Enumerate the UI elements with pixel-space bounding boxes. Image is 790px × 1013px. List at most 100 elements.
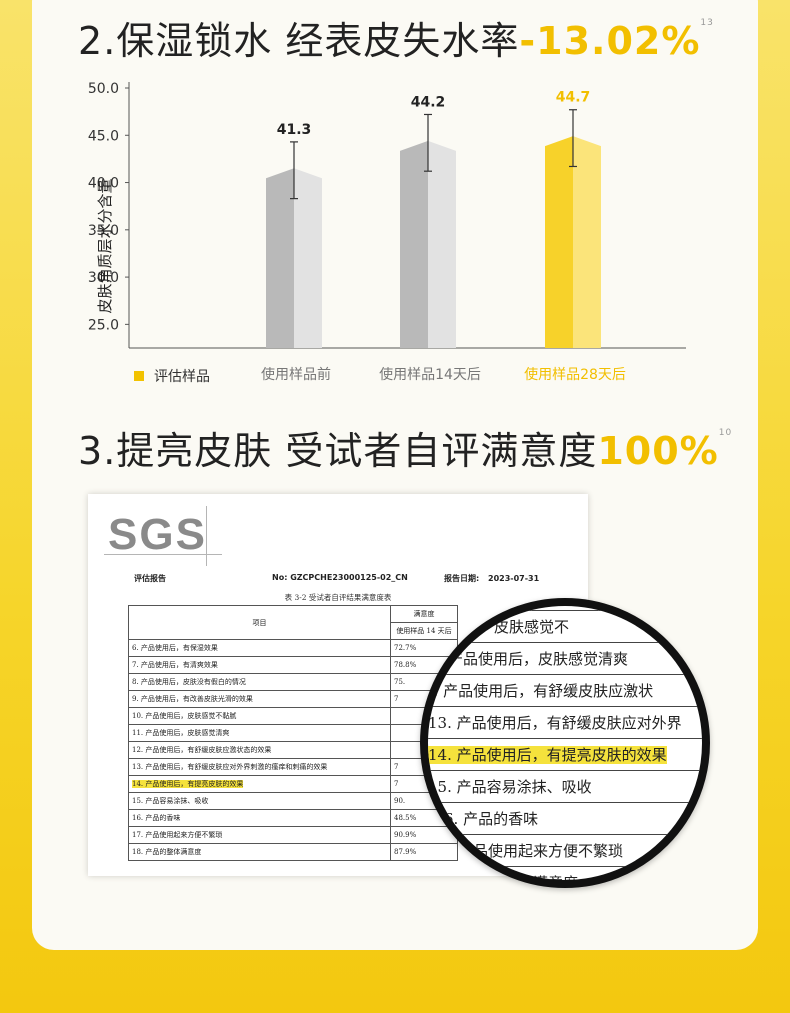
table-row: 9. 产品使用后，有改善皮肤光滑的效果 7 <box>128 690 458 708</box>
satisfaction-table: 项目 满意度 使用样品 14 天后 6. 产品使用后，有保湿效果 72.7% 7. … <box>128 605 458 861</box>
table-cell-item-text: 17. 产品使用起来方便不繁琐 <box>132 831 223 839</box>
magnifier-row-text: 产品使用起来方便不繁琐 <box>458 842 624 860</box>
y-tick-label: 45.0 <box>88 128 119 144</box>
magnifier-row: 13. 产品使用后，有舒缓皮肤应对外界 <box>428 706 702 738</box>
table-row: 11. 产品使用后，皮肤感觉清爽 <box>128 724 458 742</box>
report-date-value: 2023-07-31 <box>488 574 540 583</box>
y-tick-label: 25.0 <box>88 317 119 333</box>
table-cell-item: 7. 产品使用后，有清爽效果 <box>128 656 391 674</box>
report-number: No: GZCPCHE23000125-02_CN <box>272 573 408 582</box>
report-no-value: GZCPCHE23000125-02_CN <box>290 573 408 582</box>
table-cell-item: 16. 产品的香味 <box>128 809 391 827</box>
magnifier-row-text: 2. 产品使用后，有舒缓皮肤应激状 <box>424 682 654 700</box>
table-cell-item-text: 8. 产品使用后，皮肤没有假白的情况 <box>132 678 246 686</box>
magnifier-row: 产品使用起来方便不繁琐 <box>428 834 702 866</box>
magnifier-row: 6. 产品的香味 <box>428 802 702 834</box>
magnifier-row-text: 产品使用后，皮肤感觉清爽 <box>448 650 629 668</box>
table-row: 13. 产品使用后，有舒缓皮肤应对外界刺激的瘙痒和刺痛的效果 7 <box>128 758 458 776</box>
bar-left-face <box>266 168 294 348</box>
magnifier-row-text: 产品使用后，皮肤感觉不 <box>420 618 570 636</box>
table-cell-item: 8. 产品使用后，皮肤没有假白的情况 <box>128 673 391 691</box>
table-cell-item: 18. 产品的整体满意度 <box>128 843 391 861</box>
magnifier-row-text: 14. 产品使用后，有提亮皮肤的效果 <box>428 746 667 764</box>
logo-vertical-line <box>206 506 207 566</box>
y-tick-label: 35.0 <box>88 223 119 239</box>
report-date: 报告日期: 2023-07-31 <box>444 573 539 584</box>
section3-heading: 3.提亮皮肤 受试者自评满意度100%10 <box>78 420 732 475</box>
table-row: 17. 产品使用起来方便不繁琐 90.9% <box>128 826 458 844</box>
report-date-label: 报告日期: <box>444 574 480 583</box>
table-row: 10. 产品使用后，皮肤感觉不黏腻 <box>128 707 458 725</box>
magnifier-row: 14. 产品使用后，有提亮皮肤的效果 <box>428 738 702 770</box>
bar-right-face <box>294 168 322 348</box>
bar-right-face <box>573 136 601 348</box>
magnifier-row: 产品使用后，皮肤感觉清爽 <box>428 642 702 674</box>
y-tick-label: 50.0 <box>88 81 119 97</box>
section3-number: 3 <box>78 429 104 473</box>
table-row: 12. 产品使用后，有舒缓皮肤应激状态的效果 <box>128 741 458 759</box>
table-row: 18. 产品的整体满意度 87.9% <box>128 843 458 861</box>
table-cell-item-text: 15. 产品容易涂抹、吸收 <box>132 797 209 805</box>
table-cell-item-text: 7. 产品使用后，有清爽效果 <box>132 661 218 669</box>
bar-right-face <box>428 140 456 348</box>
sgs-logo: SGS <box>108 510 207 559</box>
magnifier-row-text: 6. 产品的香味 <box>444 810 539 828</box>
table-cell-item: 17. 产品使用起来方便不繁琐 <box>128 826 391 844</box>
table-cell-item-text: 6. 产品使用后，有保湿效果 <box>132 644 218 652</box>
table-cell-item: 6. 产品使用后，有保湿效果 <box>128 639 391 657</box>
section3-ref: 10 <box>718 428 733 438</box>
value-label: 44.2 <box>411 94 446 110</box>
table-cell-item-text: 13. 产品使用后，有舒缓皮肤应对外界刺激的瘙痒和刺痛的效果 <box>132 763 328 771</box>
table-cell-item: 15. 产品容易涂抹、吸收 <box>128 792 391 810</box>
category-label: 使用样品14天后 <box>379 366 481 383</box>
category-label: 使用样品前 <box>261 366 331 383</box>
table-cell-item: 13. 产品使用后，有舒缓皮肤应对外界刺激的瘙痒和刺痛的效果 <box>128 758 391 776</box>
table-cell-item: 10. 产品使用后，皮肤感觉不黏腻 <box>128 707 391 725</box>
magnifier-row-text: 15. 产品容易涂抹、吸收 <box>428 778 592 796</box>
table-cell-item-text: 10. 产品使用后，皮肤感觉不黏腻 <box>132 712 237 720</box>
section3-title: .提亮皮肤 受试者自评满意度 <box>103 429 598 473</box>
section2-heading: 2.保湿锁水 经表皮失水率-13.02%13 <box>78 10 714 65</box>
table-cell-item-text: 14. 产品使用后，有提亮皮肤的效果 <box>132 780 244 788</box>
category-label: 使用样品28天后 <box>524 366 626 383</box>
bar-left-face <box>545 136 573 348</box>
table-cell-value: 87.9% <box>390 843 458 861</box>
table-cell-item-text: 11. 产品使用后，皮肤感觉清爽 <box>132 729 230 737</box>
magnifier: 产品使用后，皮肤感觉不产品使用后，皮肤感觉清爽 2. 产品使用后，有舒缓皮肤应激状… <box>420 598 710 888</box>
section3-highlight: 100% <box>597 429 719 473</box>
report-label: 评估报告 <box>134 574 166 583</box>
table-row: 15. 产品容易涂抹、吸收 90. <box>128 792 458 810</box>
magnifier-row-text: 的整体满意度 <box>488 874 579 888</box>
legend-label: 评估样品 <box>154 369 210 385</box>
moisture-chart: 50.0 45.0 40.0 35.0 30.0 25.0 皮肤角质层水分含量 41.3 使用样… <box>88 81 686 383</box>
chart-legend: 评估样品 <box>134 366 210 386</box>
legend-swatch <box>134 371 144 381</box>
magnifier-row: 的整体满意度 <box>428 866 702 888</box>
magnifier-row: 产品使用后，皮肤感觉不 <box>428 610 702 642</box>
magnifier-row: 15. 产品容易涂抹、吸收 <box>428 770 702 802</box>
table-cell-item-text: 9. 产品使用后，有改善皮肤光滑的效果 <box>132 695 253 703</box>
table-caption: 表 3-2 受试者自评结果满意度表 <box>284 593 392 602</box>
table-row: 16. 产品的香味 48.5% <box>128 809 458 827</box>
table-cell-item-text: 18. 产品的整体满意度 <box>132 848 202 856</box>
section2-ref: 13 <box>700 18 714 28</box>
table-cell-item: 11. 产品使用后，皮肤感觉清爽 <box>128 724 391 742</box>
y-axis-label: 皮肤角质层水分含量 <box>96 178 114 313</box>
logo-horizontal-line <box>104 554 222 555</box>
table-cell-item-text: 16. 产品的香味 <box>132 814 181 822</box>
section2-highlight: -13.02% <box>519 19 701 63</box>
value-label: 44.7 <box>556 90 591 106</box>
report-no-label: No: <box>272 573 288 582</box>
magnifier-row: 2. 产品使用后，有舒缓皮肤应激状 <box>428 674 702 706</box>
table-row: 8. 产品使用后，皮肤没有假白的情况 75. <box>128 673 458 691</box>
section2-number: 2 <box>78 19 104 63</box>
table-cell-item: 9. 产品使用后，有改善皮肤光滑的效果 <box>128 690 391 708</box>
section2-title: .保湿锁水 经表皮失水率 <box>103 19 520 63</box>
col-item-header: 项目 <box>128 605 391 640</box>
value-label: 41.3 <box>277 122 312 138</box>
table-cell-item: 14. 产品使用后，有提亮皮肤的效果 <box>128 775 391 793</box>
table-cell-item: 12. 产品使用后，有舒缓皮肤应激状态的效果 <box>128 741 391 759</box>
y-tick-label: 40.0 <box>88 176 119 192</box>
y-tick-label: 30.0 <box>88 270 119 286</box>
bar-left-face <box>400 140 428 348</box>
